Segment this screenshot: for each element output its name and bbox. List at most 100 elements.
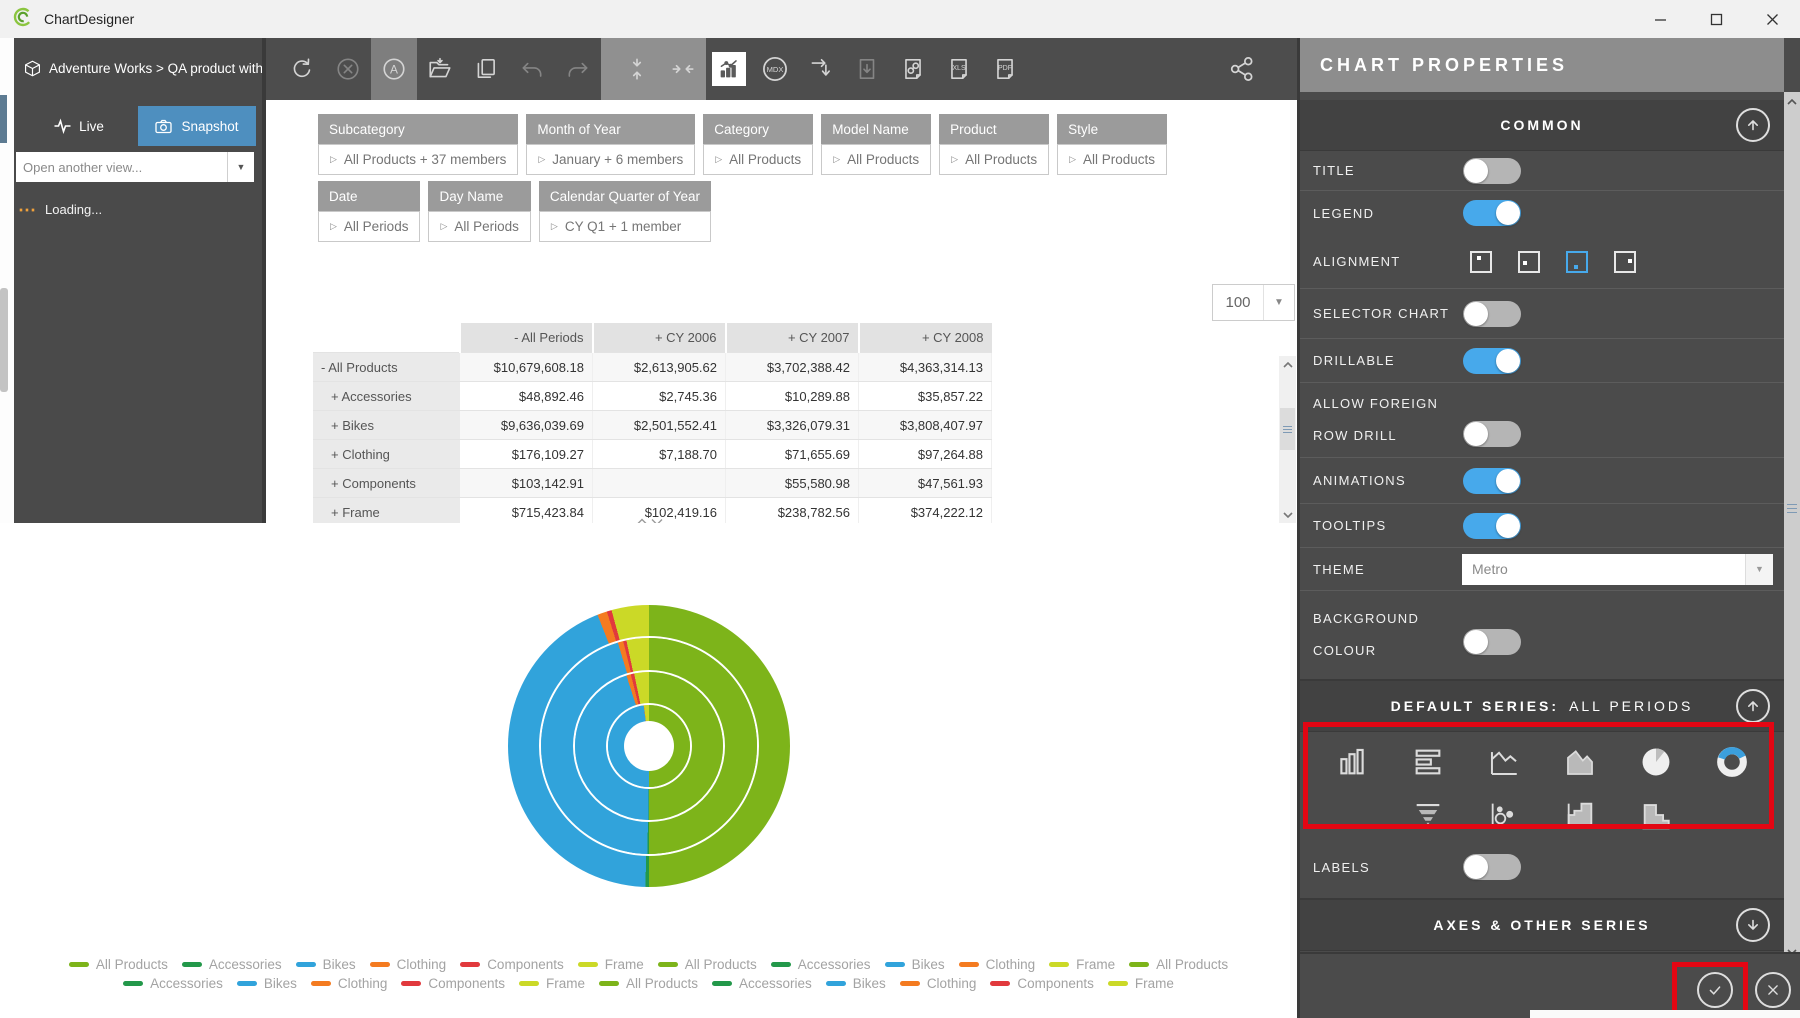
chart-type-pie-icon[interactable] xyxy=(1637,744,1675,780)
scroll-up-icon[interactable] xyxy=(1279,356,1296,373)
legend-item[interactable]: Bikes xyxy=(826,976,886,991)
legend-item[interactable]: Clothing xyxy=(370,957,447,972)
legend-item[interactable]: Accessories xyxy=(123,976,223,991)
row-label[interactable]: + Frame xyxy=(313,498,460,524)
animations-toggle[interactable] xyxy=(1463,468,1521,494)
legend-item[interactable]: Bikes xyxy=(296,957,356,972)
chart-type-line-icon[interactable] xyxy=(1485,744,1523,780)
page-size-dropdown[interactable]: 100 ▼ xyxy=(1212,284,1295,321)
chart-type-step-area-icon[interactable] xyxy=(1637,797,1675,833)
row-label[interactable]: + Bikes xyxy=(313,411,460,440)
mode-snapshot-button[interactable]: Snapshot xyxy=(138,106,256,146)
maximize-button[interactable] xyxy=(1688,0,1744,38)
collapse-horizontal-button[interactable] xyxy=(660,38,706,100)
alignment-top-left-button[interactable] xyxy=(1470,251,1492,273)
filter-chip-value[interactable]: ▷All Products xyxy=(939,144,1049,175)
tooltips-toggle[interactable] xyxy=(1463,513,1521,539)
filter-chip-value[interactable]: ▷All Products xyxy=(703,144,813,175)
collapse-section-button[interactable] xyxy=(1736,108,1770,142)
legend-item[interactable]: Accessories xyxy=(712,976,812,991)
filter-chip-label[interactable]: Style xyxy=(1057,114,1167,144)
legend-item[interactable]: Components xyxy=(990,976,1094,991)
close-button[interactable] xyxy=(1744,0,1800,38)
filter-chip-label[interactable]: Category xyxy=(703,114,813,144)
alignment-middle-right-button[interactable] xyxy=(1614,251,1636,273)
column-header[interactable]: + CY 2007 xyxy=(726,323,859,353)
chart-type-area-icon[interactable] xyxy=(1561,744,1599,780)
filter-chip-value[interactable]: ▷January + 6 members xyxy=(526,144,695,175)
drillable-toggle[interactable] xyxy=(1463,348,1521,374)
chart-type-step-icon[interactable] xyxy=(1561,797,1599,833)
copy-view-button[interactable] xyxy=(463,38,509,100)
legend-item[interactable]: All Products xyxy=(658,957,757,972)
filter-chip-value[interactable]: ▷CY Q1 + 1 member xyxy=(539,211,711,242)
column-header[interactable]: - All Periods xyxy=(460,323,593,353)
collapse-vertical-button[interactable] xyxy=(614,38,660,100)
legend-item[interactable]: Accessories xyxy=(771,957,871,972)
filter-chip-value[interactable]: ▷All Products + 37 members xyxy=(318,144,518,175)
panel-scrollbar-grip[interactable] xyxy=(1787,504,1797,513)
legend-item[interactable]: All Products xyxy=(599,976,698,991)
cancel-button[interactable] xyxy=(325,38,371,100)
open-view-dropdown[interactable]: Open another view... ▼ xyxy=(16,152,254,182)
row-label[interactable]: + Accessories xyxy=(313,382,460,411)
chart-type-donut-icon-selected[interactable] xyxy=(1713,744,1751,780)
left-scrollbar-thumb[interactable] xyxy=(0,288,8,392)
breadcrumb[interactable]: Adventure Works > QA product with xyxy=(24,60,262,77)
background-colour-toggle[interactable] xyxy=(1463,629,1521,655)
labels-toggle[interactable] xyxy=(1463,854,1521,880)
filter-chip-label[interactable]: Day Name xyxy=(428,181,530,211)
legend-item[interactable]: Clothing xyxy=(900,976,977,991)
chevron-down-icon[interactable]: ▼ xyxy=(1263,285,1294,320)
legend-item[interactable]: Frame xyxy=(578,957,644,972)
chevron-down-icon[interactable]: ▼ xyxy=(1745,554,1773,585)
row-label[interactable]: - All Products xyxy=(313,353,460,382)
legend-item[interactable]: Bikes xyxy=(237,976,297,991)
filter-chip-label[interactable]: Month of Year xyxy=(526,114,695,144)
filter-chip-value[interactable]: ▷All Products xyxy=(1057,144,1167,175)
filter-chip-label[interactable]: Model Name xyxy=(821,114,931,144)
chart-type-funnel-icon[interactable] xyxy=(1409,797,1447,833)
legend-item[interactable]: All Products xyxy=(69,957,168,972)
legend-item[interactable]: Frame xyxy=(1049,957,1115,972)
export-pdf-button[interactable]: PDF xyxy=(982,38,1028,100)
filter-chip-label[interactable]: Subcategory xyxy=(318,114,518,144)
column-header[interactable]: + CY 2008 xyxy=(859,323,992,353)
row-label[interactable]: + Components xyxy=(313,469,460,498)
export-xls-button[interactable]: XLS xyxy=(936,38,982,100)
expand-section-button[interactable] xyxy=(1736,908,1770,942)
legend-item[interactable]: Components xyxy=(401,976,505,991)
selector-chart-toggle[interactable] xyxy=(1463,301,1521,327)
legend-item[interactable]: Clothing xyxy=(311,976,388,991)
filter-chip-value[interactable]: ▷All Periods xyxy=(318,211,420,242)
filter-chip-label[interactable]: Product xyxy=(939,114,1049,144)
download-button[interactable] xyxy=(844,38,890,100)
minimize-button[interactable] xyxy=(1632,0,1688,38)
chart-grid-toggle-button[interactable] xyxy=(706,38,752,100)
legend-item[interactable]: Frame xyxy=(1108,976,1174,991)
scroll-up-icon[interactable] xyxy=(1784,94,1800,110)
table-scrollbar-thumb[interactable] xyxy=(1280,408,1295,450)
legend-item[interactable]: All Products xyxy=(1129,957,1228,972)
alignment-middle-left-button[interactable] xyxy=(1518,251,1540,273)
row-label[interactable]: + Clothing xyxy=(313,440,460,469)
undo-button[interactable] xyxy=(509,38,555,100)
chevron-down-icon[interactable]: ▼ xyxy=(227,152,254,182)
alignment-bottom-center-button[interactable] xyxy=(1566,251,1588,273)
redo-button[interactable] xyxy=(555,38,601,100)
table-scrollbar[interactable] xyxy=(1279,356,1296,523)
link-document-button[interactable] xyxy=(890,38,936,100)
donut-chart[interactable] xyxy=(508,605,790,887)
theme-dropdown[interactable]: Metro ▼ xyxy=(1462,554,1773,585)
column-header[interactable]: + CY 2006 xyxy=(593,323,726,353)
scroll-down-icon[interactable] xyxy=(1279,506,1296,523)
legend-item[interactable]: Frame xyxy=(519,976,585,991)
apply-button[interactable] xyxy=(1697,972,1733,1008)
legend-item[interactable]: Clothing xyxy=(959,957,1036,972)
share-button[interactable] xyxy=(1219,38,1265,100)
legend-item[interactable]: Components xyxy=(460,957,564,972)
collapse-section-button[interactable] xyxy=(1736,689,1770,723)
title-toggle[interactable] xyxy=(1463,158,1521,184)
legend-item[interactable]: Bikes xyxy=(885,957,945,972)
mode-live-button[interactable]: Live xyxy=(20,106,138,146)
